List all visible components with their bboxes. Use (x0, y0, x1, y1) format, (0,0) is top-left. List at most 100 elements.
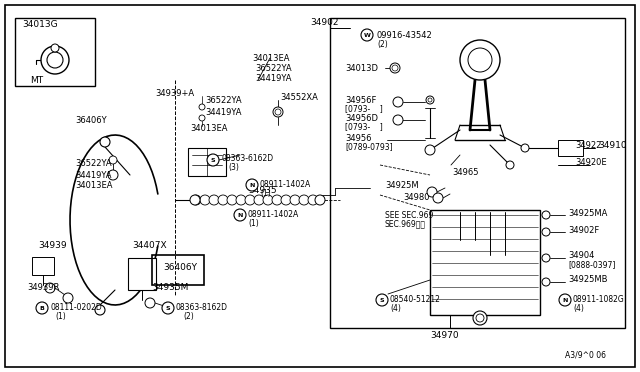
Text: (1): (1) (248, 218, 259, 228)
Circle shape (468, 48, 492, 72)
Text: MT: MT (31, 76, 44, 84)
Text: (2): (2) (183, 311, 194, 321)
Text: 34407X: 34407X (132, 241, 166, 250)
Text: A3/9^0 06: A3/9^0 06 (565, 350, 606, 359)
Text: 34419YA: 34419YA (75, 170, 111, 180)
Circle shape (273, 107, 283, 117)
Text: S: S (380, 298, 384, 302)
Circle shape (299, 195, 309, 205)
Text: 34904: 34904 (568, 251, 595, 260)
Circle shape (308, 195, 318, 205)
Text: 34939+A: 34939+A (155, 89, 194, 97)
Circle shape (95, 305, 105, 315)
Text: 08111-0202D: 08111-0202D (50, 302, 102, 311)
Text: (1): (1) (55, 311, 66, 321)
Circle shape (190, 195, 200, 205)
Circle shape (236, 195, 246, 205)
Text: 08363-8162D: 08363-8162D (176, 302, 228, 311)
Circle shape (207, 154, 219, 166)
Text: 34956F: 34956F (345, 96, 376, 105)
Circle shape (246, 179, 258, 191)
Circle shape (426, 96, 434, 104)
Circle shape (390, 63, 400, 73)
Circle shape (263, 195, 273, 205)
Text: 08540-51212: 08540-51212 (390, 295, 441, 305)
Text: 34935M: 34935M (152, 283, 188, 292)
Circle shape (100, 137, 110, 147)
Text: 34902F: 34902F (568, 225, 599, 234)
Circle shape (521, 144, 529, 152)
Circle shape (542, 211, 550, 219)
Text: B: B (40, 305, 44, 311)
Text: (4): (4) (573, 305, 584, 314)
Text: 34552XA: 34552XA (280, 93, 318, 102)
Text: 34920E: 34920E (575, 157, 607, 167)
Circle shape (200, 195, 210, 205)
Circle shape (425, 145, 435, 155)
Text: (3): (3) (228, 163, 239, 171)
Text: 34013D: 34013D (345, 64, 378, 73)
Circle shape (428, 98, 432, 102)
Circle shape (145, 298, 155, 308)
Circle shape (227, 195, 237, 205)
Bar (128, 258, 156, 290)
Text: 08911-1402A: 08911-1402A (260, 180, 311, 189)
Bar (32, 257, 54, 275)
Text: 34935: 34935 (248, 186, 276, 195)
Circle shape (109, 156, 117, 164)
Circle shape (290, 195, 300, 205)
Text: N: N (237, 212, 243, 218)
Circle shape (234, 209, 246, 221)
Circle shape (162, 302, 174, 314)
Circle shape (254, 195, 264, 205)
Circle shape (272, 195, 282, 205)
Text: 34925MA: 34925MA (568, 208, 607, 218)
Circle shape (460, 40, 500, 80)
Circle shape (393, 97, 403, 107)
Bar (558, 140, 583, 156)
Text: [0789-0793]: [0789-0793] (345, 142, 392, 151)
Text: 08363-6162D: 08363-6162D (221, 154, 273, 163)
Text: S: S (166, 305, 170, 311)
Text: 34939: 34939 (38, 241, 67, 250)
Text: N: N (250, 183, 255, 187)
Circle shape (51, 44, 59, 52)
Text: 34419YA: 34419YA (205, 108, 241, 116)
Circle shape (473, 311, 487, 325)
Circle shape (361, 29, 373, 41)
Text: 34013EA: 34013EA (75, 180, 113, 189)
Circle shape (392, 65, 398, 71)
Text: 34956: 34956 (345, 134, 371, 142)
Circle shape (281, 195, 291, 205)
Text: 08911-1082G: 08911-1082G (573, 295, 625, 305)
Text: N: N (563, 298, 568, 302)
Text: 34419YA: 34419YA (255, 74, 291, 83)
Circle shape (36, 302, 48, 314)
Circle shape (245, 195, 255, 205)
Text: SEC.969参図: SEC.969参図 (385, 219, 426, 228)
Bar (330, 18, 625, 328)
Text: [0888-0397]: [0888-0397] (568, 260, 616, 269)
Circle shape (427, 187, 437, 197)
Text: 34970: 34970 (430, 330, 459, 340)
Text: 34980: 34980 (403, 192, 429, 202)
Text: 34925M: 34925M (385, 180, 419, 189)
Text: S: S (211, 157, 215, 163)
Circle shape (433, 193, 443, 203)
Circle shape (45, 283, 55, 293)
Text: 08911-1402A: 08911-1402A (248, 209, 300, 218)
Circle shape (47, 52, 63, 68)
Circle shape (393, 115, 403, 125)
Circle shape (559, 294, 571, 306)
Circle shape (218, 195, 228, 205)
Text: 36406Y: 36406Y (75, 115, 107, 125)
Text: 36522YA: 36522YA (205, 96, 242, 105)
Text: 34910: 34910 (598, 141, 627, 150)
Circle shape (199, 115, 205, 121)
Bar (15, 18, 95, 86)
Bar (188, 148, 226, 176)
Circle shape (209, 195, 219, 205)
Text: (4): (4) (390, 305, 401, 314)
Text: 34013EA: 34013EA (190, 124, 227, 132)
Text: 36406Y: 36406Y (163, 263, 197, 273)
